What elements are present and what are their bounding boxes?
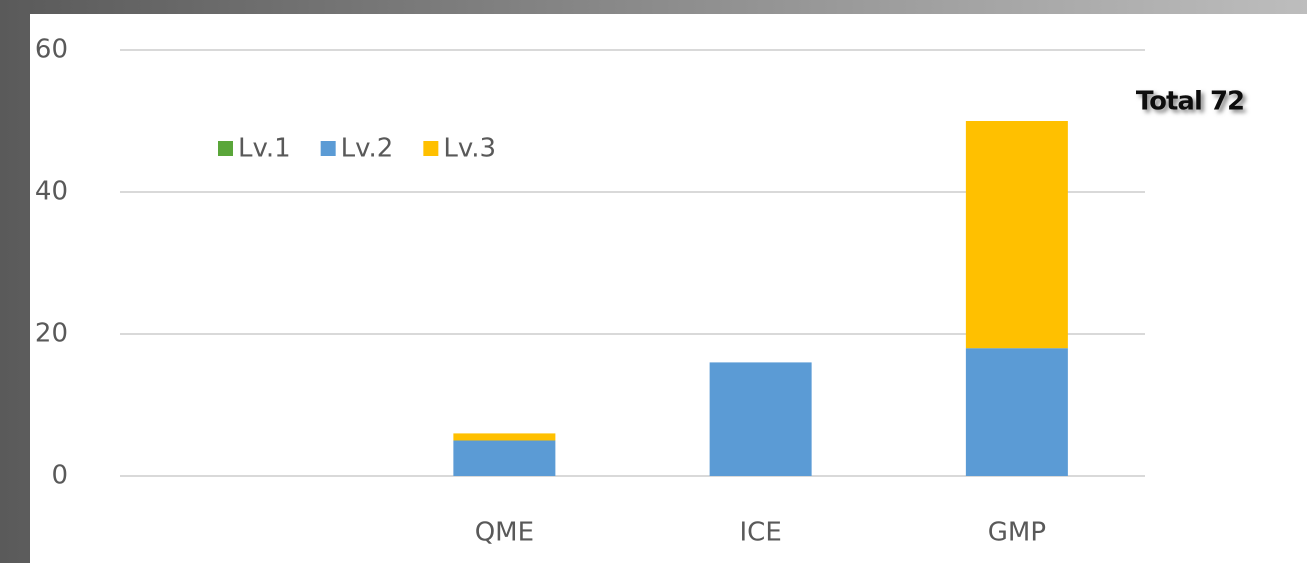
chart: Total 72 0 20 40 60 QME ICE GMP Lv.1 Lv.2 Lv.3 [0, 0, 1307, 563]
bar-segment [966, 121, 1068, 348]
bar-segment [710, 362, 812, 476]
legend-label: Lv.2 [341, 134, 394, 164]
legend-swatch [423, 141, 438, 156]
annotation: Total 72 [1136, 87, 1244, 117]
y-tick-label: 20 [35, 319, 68, 349]
x-tick-label: QME [475, 518, 534, 548]
bar-segment [453, 433, 555, 440]
legend-swatch [321, 141, 336, 156]
bar-segment [453, 441, 555, 477]
x-tick-label: ICE [740, 518, 782, 548]
legend-label: Lv.1 [238, 134, 291, 164]
y-tick-label: 60 [35, 35, 68, 65]
page: Total 72 0204060QMEICEGMPLv.1Lv.2Lv.3 ((… [0, 0, 1307, 563]
bar-segment [966, 348, 1068, 476]
legend-label: Lv.3 [443, 134, 496, 164]
y-tick-label: 40 [35, 177, 68, 207]
y-tick-label: 0 [51, 461, 68, 491]
legend-swatch [218, 141, 233, 156]
x-tick-label: GMP [988, 518, 1046, 548]
plot-area [30, 14, 1307, 563]
